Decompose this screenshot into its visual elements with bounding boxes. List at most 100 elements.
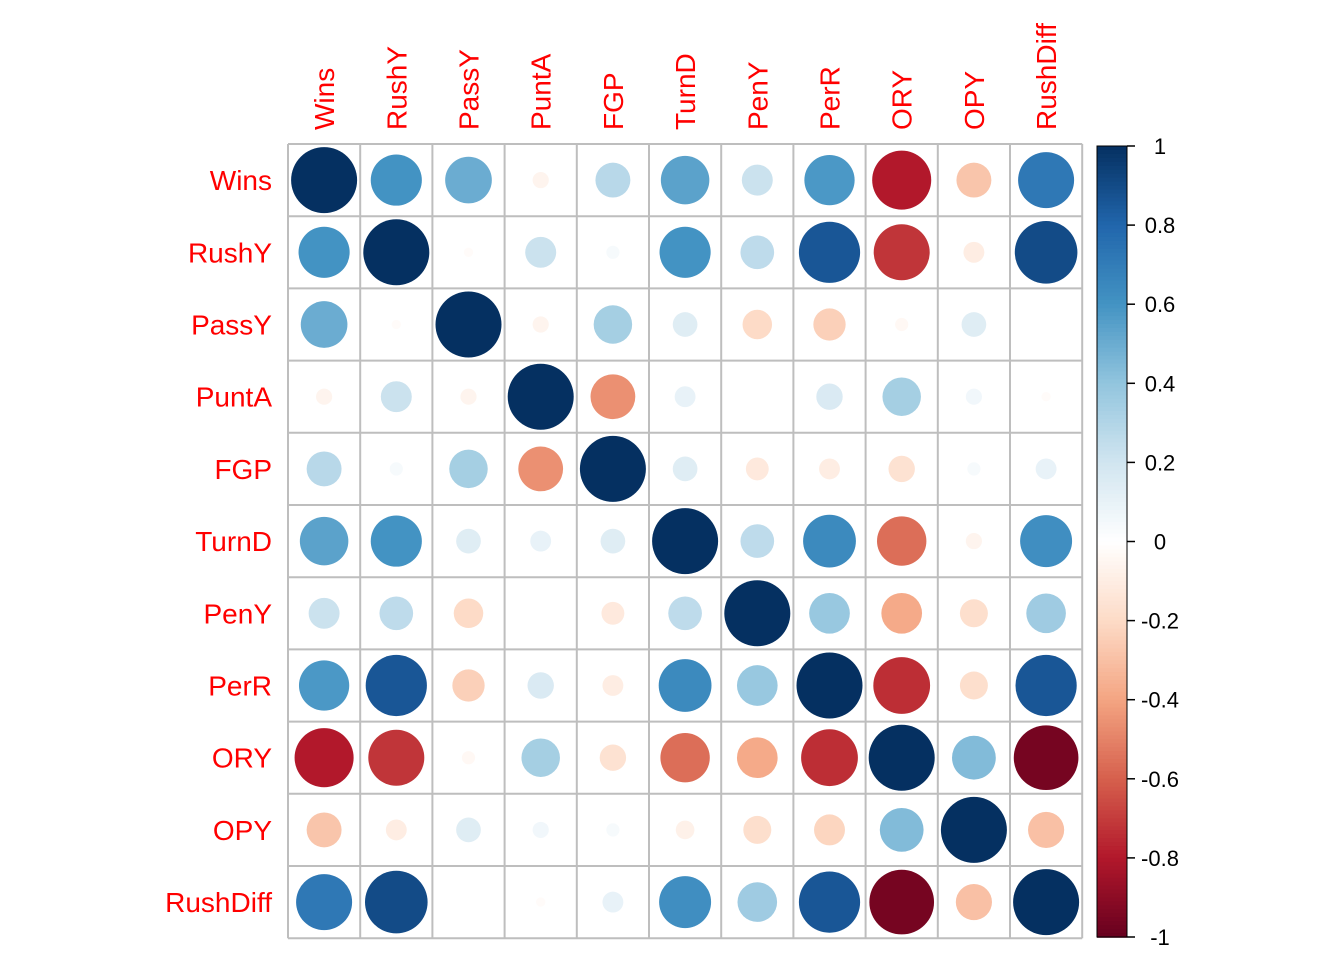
corr-circle-turnd-punta	[530, 530, 552, 552]
colorbar-segment	[1097, 869, 1127, 875]
colorbar-segment	[1097, 762, 1127, 768]
colorbar-segment	[1097, 921, 1127, 926]
colorbar-segment	[1097, 747, 1127, 752]
colorbar-segment	[1097, 849, 1127, 855]
corr-circle-wins-peny	[741, 164, 773, 196]
colorbar-segment	[1097, 715, 1127, 721]
colorbar-segment	[1097, 229, 1127, 234]
colorbar-segment	[1097, 422, 1127, 428]
corr-circle-punta-turnd	[674, 386, 696, 408]
row-label-rushy: RushY	[188, 237, 272, 268]
row-label-peny: PenY	[204, 598, 273, 629]
colorbar-segment	[1097, 367, 1127, 373]
corr-circle-turnd-turnd	[652, 508, 719, 575]
corr-circle-fgp-opy	[967, 462, 981, 476]
corr-circle-ory-opy	[952, 735, 996, 780]
colorbar-segment	[1097, 434, 1127, 440]
colorbar-segment	[1097, 209, 1127, 215]
colorbar-segment	[1097, 889, 1127, 895]
corr-circle-rushy-peny	[740, 235, 775, 270]
corr-circle-perr-passy	[452, 669, 485, 702]
colorbar-segment	[1097, 146, 1127, 151]
colorbar-segment	[1097, 264, 1127, 270]
colorbar-tick-label: 0	[1154, 530, 1166, 555]
colorbar-segment	[1097, 802, 1127, 808]
colorbar-segment	[1097, 225, 1127, 230]
colorbar-segment	[1097, 181, 1127, 187]
colorbar-tick-label: -0.6	[1141, 767, 1179, 792]
colorbar-segment	[1097, 458, 1127, 464]
colorbar-segment	[1097, 913, 1127, 919]
corr-circle-punta-passy	[460, 388, 477, 405]
corr-circle-rushdiff-peny	[737, 882, 778, 922]
row-label-perr: PerR	[208, 671, 272, 702]
colorbar-segment	[1097, 193, 1127, 199]
colorbar-segment	[1097, 177, 1127, 183]
colorbar-segment	[1097, 383, 1127, 389]
row-label-turnd: TurnD	[195, 526, 272, 557]
corr-circle-peny-turnd	[668, 596, 702, 631]
corr-circle-ory-rushdiff	[1013, 725, 1079, 791]
colorbar-segment	[1097, 648, 1127, 654]
colorbar-segment	[1097, 252, 1127, 258]
colorbar-segment	[1097, 573, 1127, 578]
colorbar-segment	[1097, 335, 1127, 341]
colorbar-tick-label: 0.8	[1145, 213, 1176, 238]
colorbar-segment	[1097, 395, 1127, 400]
colorbar-tick-label: -0.2	[1141, 609, 1179, 634]
colorbar-segment	[1097, 284, 1127, 290]
colorbar-segment	[1097, 759, 1127, 764]
colorbar-segment	[1097, 897, 1127, 903]
corr-circle-peny-perr	[809, 592, 850, 634]
corr-circle-rushdiff-perr	[798, 871, 861, 933]
colorbar-segment	[1097, 280, 1127, 286]
colorbar-segment	[1097, 165, 1127, 171]
row-label-fgp: FGP	[214, 454, 272, 485]
colorbar-segment	[1097, 782, 1127, 788]
colorbar-segment	[1097, 857, 1127, 863]
colorbar-segment	[1097, 549, 1127, 555]
colorbar-segment	[1097, 244, 1127, 250]
colorbar-tick-label: -0.8	[1141, 846, 1179, 871]
colorbar-segment	[1097, 774, 1127, 780]
column-label-peny: PenY	[742, 61, 773, 130]
colorbar-segment	[1097, 201, 1127, 207]
colorbar-segment	[1097, 205, 1127, 211]
colorbar-segment	[1097, 438, 1127, 444]
corr-circle-fgp-ory	[888, 455, 915, 483]
corr-circle-wins-punta	[532, 172, 549, 189]
colorbar-segment	[1097, 660, 1127, 665]
corr-circle-punta-perr	[816, 383, 843, 410]
corr-circle-ory-fgp	[599, 744, 627, 771]
corr-circle-ory-turnd	[660, 733, 710, 783]
corr-circle-peny-wins	[308, 597, 340, 629]
colorbar-segment	[1097, 786, 1127, 792]
corr-circle-turnd-ory	[877, 516, 927, 566]
corr-circle-fgp-rushy	[389, 462, 403, 476]
colorbar-segment	[1097, 462, 1127, 468]
corr-circle-peny-opy	[959, 599, 988, 628]
colorbar-segment	[1097, 351, 1127, 357]
corr-circle-turnd-rushy	[370, 515, 422, 567]
colorbar-segment	[1097, 418, 1127, 424]
colorbar-segment	[1097, 343, 1127, 349]
colorbar-segment	[1097, 691, 1127, 697]
colorbar-segment	[1097, 533, 1127, 539]
colorbar-segment	[1097, 494, 1127, 499]
colorbar-tick-label: -0.4	[1141, 688, 1179, 713]
colorbar-segment	[1097, 173, 1127, 179]
corr-circle-punta-rushdiff	[1041, 392, 1051, 402]
colorbar-segment	[1097, 731, 1127, 737]
corr-circle-opy-ory	[879, 808, 924, 852]
colorbar-segment	[1097, 814, 1127, 820]
corr-circle-punta-punta	[507, 363, 574, 430]
corr-circle-perr-ory	[873, 657, 931, 714]
colorbar-segment	[1097, 316, 1127, 321]
colorbar-segment	[1097, 695, 1127, 701]
corr-circle-perr-wins	[298, 660, 350, 711]
colorbar-segment	[1097, 707, 1127, 713]
corr-circle-opy-rushy	[385, 819, 407, 841]
colorbar-segment	[1097, 838, 1127, 843]
colorbar-segment	[1097, 513, 1127, 519]
column-label-ory: ORY	[887, 70, 918, 130]
